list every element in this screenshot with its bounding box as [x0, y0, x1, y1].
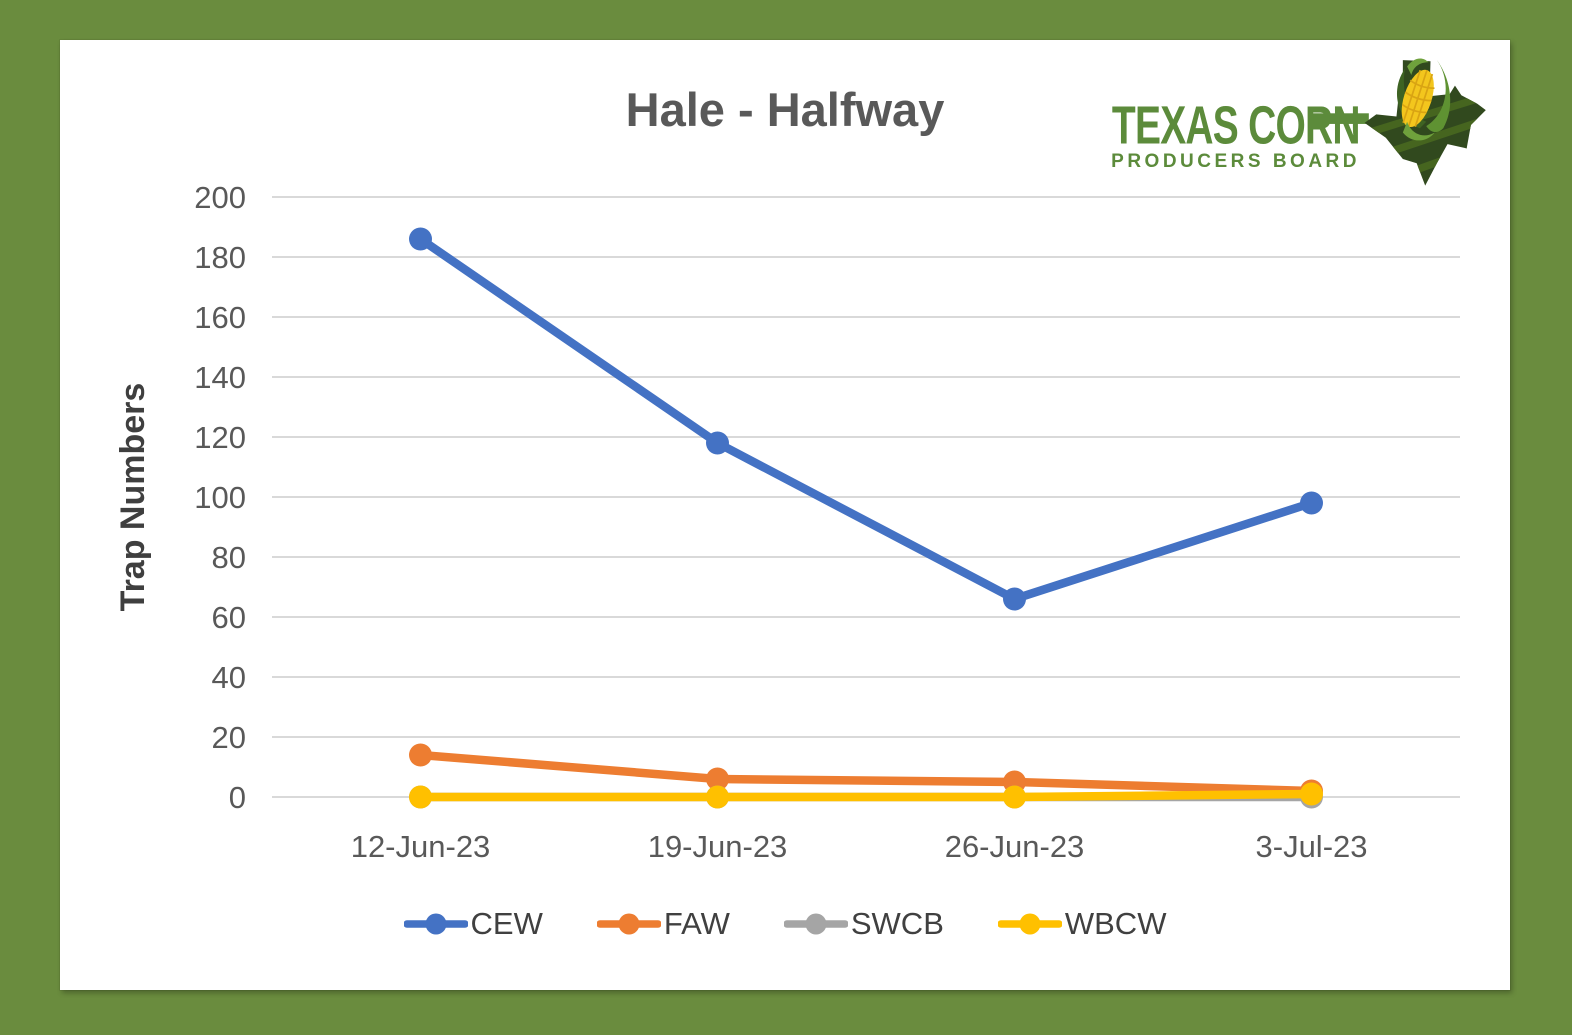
- chart-legend: CEW FAW SWCB WBCW: [60, 906, 1510, 942]
- legend-marker-icon: [596, 913, 661, 935]
- logo-title: TEXAS CORN: [1112, 94, 1361, 155]
- series-point-wbcw: [409, 785, 432, 809]
- y-tick-label: 60: [212, 600, 246, 635]
- legend-item-swcb: SWCB: [783, 906, 944, 942]
- y-tick-label: 180: [194, 240, 246, 275]
- x-tick-label: 26-Jun-23: [945, 829, 1085, 864]
- legend-marker-icon: [403, 913, 468, 935]
- x-tick-label: 19-Jun-23: [648, 829, 788, 864]
- series-point-cew: [1003, 587, 1026, 611]
- series-point-faw: [706, 767, 729, 791]
- legend-marker-icon: [997, 913, 1062, 935]
- x-tick-label: 12-Jun-23: [351, 829, 491, 864]
- series-point-cew: [409, 227, 432, 251]
- series-point-cew: [1300, 491, 1323, 515]
- legend-label: WBCW: [1064, 906, 1167, 941]
- series-line-wbcw: [416, 789, 1316, 802]
- y-tick-label: 120: [194, 420, 246, 455]
- y-tick-label: 200: [194, 180, 246, 215]
- logo-subtitle: PRODUCERS BOARD: [1111, 150, 1360, 172]
- series-point-wbcw: [1300, 782, 1323, 806]
- texas-state-corn-icon: [1309, 58, 1486, 186]
- y-tick-label: 140: [194, 360, 246, 395]
- series-point-wbcw: [706, 785, 729, 809]
- texas-corn-producers-logo: TEXAS CORN PRODUCERS BOARD: [1042, 58, 1486, 192]
- x-tick-label: 3-Jul-23: [1256, 829, 1368, 864]
- legend-label: FAW: [663, 906, 730, 941]
- series-point-wbcw: [1003, 785, 1026, 809]
- y-axis-title: Trap Numbers: [114, 383, 152, 612]
- y-tick-label: 40: [212, 660, 246, 695]
- y-tick-label: 160: [194, 300, 246, 335]
- legend-item-cew: CEW: [403, 906, 543, 942]
- line-chart: 0 20 40 60 80 100 120 140 160 180 200 12-Jun-23 19-J…: [114, 180, 1460, 864]
- series-line-faw: [416, 750, 1316, 796]
- y-tick-label: 100: [194, 480, 246, 515]
- chart-title: Hale - Halfway: [625, 83, 945, 136]
- series-point-faw: [409, 743, 432, 767]
- y-tick-label: 20: [212, 720, 246, 755]
- legend-item-faw: FAW: [596, 906, 730, 942]
- y-tick-label: 80: [212, 540, 246, 575]
- legend-marker-icon: [783, 913, 848, 935]
- legend-item-wbcw: WBCW: [997, 906, 1167, 942]
- logo-text: TEXAS CORN PRODUCERS BOARD: [1042, 94, 1361, 173]
- legend-label: SWCB: [850, 906, 944, 941]
- y-tick-label: 0: [229, 780, 246, 815]
- series-point-cew: [706, 431, 729, 455]
- legend-label: CEW: [470, 906, 543, 941]
- chart-card: Hale - Halfway TEXAS CORN PRODUCERS BOAR…: [60, 40, 1510, 990]
- series-line-cew: [416, 234, 1316, 604]
